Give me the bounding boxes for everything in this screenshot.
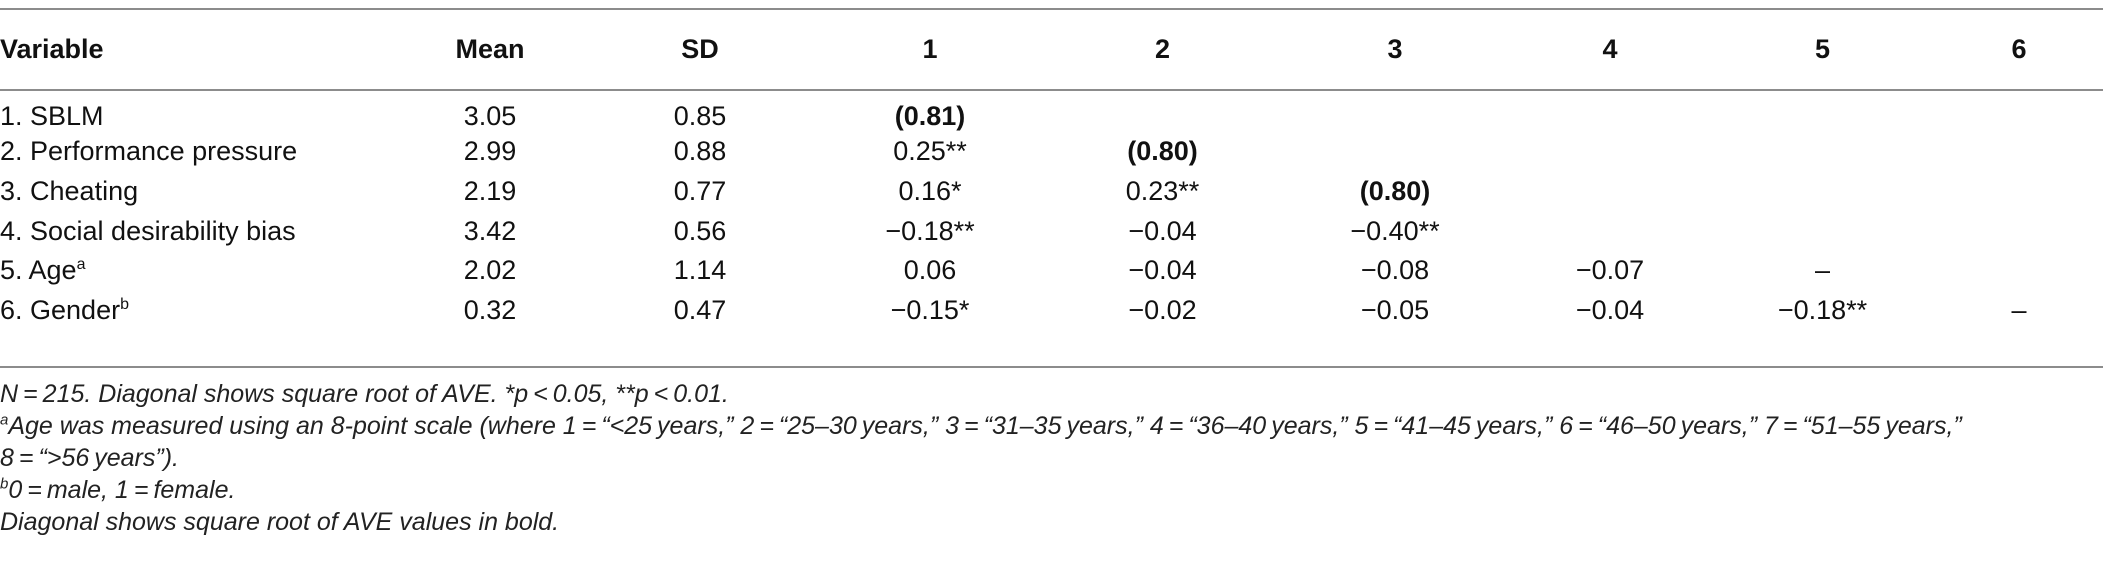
cell-col-5: –	[1814, 255, 1831, 286]
cell-variable: 3. Cheating	[0, 172, 395, 212]
cell-col-1: (0.81)	[894, 101, 966, 131]
cell-col-2: 0.23**	[1125, 176, 1200, 207]
cell-col-6	[1935, 172, 2103, 212]
cell-variable: 6. Genderb	[0, 291, 395, 331]
cell-col-5	[1710, 211, 1935, 251]
header-col-6: 6	[2011, 34, 2027, 64]
cell-mean: 3.05	[463, 101, 517, 131]
header-col-4: 4	[1602, 34, 1618, 64]
cell-mean: 2.19	[463, 176, 517, 207]
footnote-mark-a: a	[0, 411, 9, 429]
cell-col-4: −0.07	[1575, 255, 1645, 286]
cell-sd: 0.56	[673, 215, 727, 246]
cell-col-5: −0.18**	[1777, 295, 1868, 326]
table-header-rule	[0, 89, 2103, 91]
table-row: 6. Genderb 0.32 0.47 −0.15* −0.02 −0.05 −0.04 −…	[0, 291, 2103, 331]
cell-variable: 1. SBLM	[0, 89, 395, 132]
note-age-scale-continued: 8 = “>56 years”).	[0, 444, 179, 472]
table-row: 4. Social desirability bias 3.42 0.56 −0.18…	[0, 211, 2103, 251]
cell-col-1: 0.25**	[893, 136, 967, 167]
cell-sd: 0.47	[673, 295, 727, 326]
cell-col-4	[1510, 172, 1710, 212]
note-sample-size: N = 215. Diagonal shows square root of A…	[0, 380, 729, 408]
cell-col-2	[1045, 89, 1280, 132]
cell-col-2: −0.04	[1128, 255, 1197, 286]
cell-col-3: −0.40**	[1350, 215, 1440, 246]
header-col-3: 3	[1387, 34, 1403, 64]
variable-label: 6. Gender	[0, 295, 121, 326]
footnote-marker: a	[76, 256, 86, 274]
header-variable: Variable	[0, 34, 104, 64]
variable-label: 5. Age	[0, 255, 77, 286]
cell-col-2: −0.02	[1128, 295, 1197, 326]
cell-col-1: −0.18**	[885, 215, 975, 246]
cell-col-3	[1280, 132, 1510, 172]
note-age-scale: aAge was measured using an 8-point scale…	[0, 410, 2103, 442]
header-col-5: 5	[1814, 34, 1831, 64]
cell-col-3: −0.08	[1360, 255, 1430, 286]
cell-col-3: −0.05	[1360, 295, 1430, 326]
cell-col-6	[1935, 132, 2103, 172]
header-col-1: 1	[922, 34, 938, 64]
header-mean: Mean	[455, 34, 525, 64]
cell-mean: 0.32	[463, 295, 517, 326]
header-sd: SD	[681, 34, 719, 64]
table-row: 2. Performance pressure 2.99 0.88 0.25** (0.…	[0, 132, 2103, 172]
cell-variable: 2. Performance pressure	[0, 132, 395, 172]
note-gender-text: 0 = male, 1 = female.	[8, 476, 236, 504]
cell-col-6	[1935, 251, 2103, 291]
variable-label: 4. Social desirability bias	[0, 215, 296, 246]
cell-variable: 5. Agea	[0, 251, 395, 291]
cell-col-4	[1510, 89, 1710, 132]
correlation-table: Variable Mean SD 1 2 3 4 5 6 1. SBLM 3.05…	[0, 10, 2103, 330]
footnote-marker: b	[120, 296, 129, 314]
cell-col-6: –	[2011, 295, 2027, 326]
note-bold-diagonal: Diagonal shows square root of AVE values…	[0, 508, 560, 536]
cell-sd: 1.14	[673, 255, 727, 286]
cell-col-3	[1280, 89, 1510, 132]
variable-label: 1. SBLM	[0, 101, 104, 131]
cell-col-6	[1935, 89, 2103, 132]
cell-col-2: (0.80)	[1127, 136, 1198, 167]
cell-col-3: (0.80)	[1359, 176, 1431, 207]
variable-label: 2. Performance pressure	[0, 136, 298, 167]
table-top-rule	[0, 8, 2103, 10]
header-row: Variable Mean SD 1 2 3 4 5 6	[0, 10, 2103, 89]
cell-col-6	[1935, 211, 2103, 251]
cell-col-1: −0.15*	[890, 295, 970, 326]
cell-col-1: 0.06	[903, 255, 957, 286]
table-row: 1. SBLM 3.05 0.85 (0.81)	[0, 89, 2103, 132]
cell-col-2: −0.04	[1128, 215, 1197, 246]
table-bottom-rule	[0, 366, 2103, 368]
cell-mean: 3.42	[463, 215, 517, 246]
cell-mean: 2.02	[463, 255, 517, 286]
cell-mean: 2.99	[463, 136, 517, 167]
table-notes: N = 215. Diagonal shows square root of A…	[0, 378, 2103, 538]
cell-variable: 4. Social desirability bias	[0, 211, 395, 251]
cell-col-4	[1510, 132, 1710, 172]
cell-col-5	[1710, 89, 1935, 132]
variable-label: 3. Cheating	[0, 176, 139, 207]
cell-sd: 0.85	[673, 101, 727, 131]
cell-col-4: −0.04	[1575, 295, 1645, 326]
cell-col-5	[1710, 172, 1935, 212]
footnote-mark-b: b	[0, 475, 9, 493]
note-gender-coding: b0 = male, 1 = female.	[0, 474, 2103, 506]
cell-col-5	[1710, 132, 1935, 172]
cell-sd: 0.77	[673, 176, 727, 207]
cell-col-4	[1510, 211, 1710, 251]
table-row: 5. Agea 2.02 1.14 0.06 −0.04 −0.08 −0.07 –	[0, 251, 2103, 291]
cell-sd: 0.88	[673, 136, 727, 167]
note-age-line-1: Age was measured using an 8-point scale …	[8, 412, 1962, 440]
table-row: 3. Cheating 2.19 0.77 0.16* 0.23** (0.80)	[0, 172, 2103, 212]
header-col-2: 2	[1154, 34, 1171, 64]
cell-col-1: 0.16*	[898, 176, 962, 207]
